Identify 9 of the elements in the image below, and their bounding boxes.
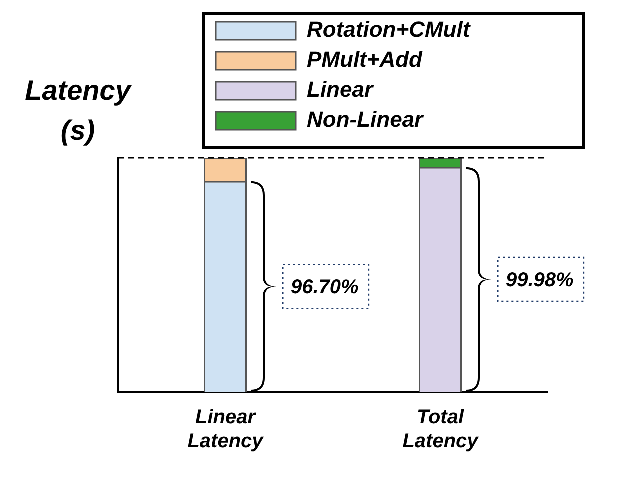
y-axis-title: Latency (s) (25, 75, 132, 146)
legend-label: PMult+Add (307, 47, 424, 72)
x-tick-label: Linear Latency (188, 406, 264, 453)
annotation: 96.70% (291, 276, 360, 299)
legend-label: Rotation+CMult (307, 17, 472, 42)
x-tick-label: Total Latency (402, 406, 480, 453)
annotation: 99.98% (506, 270, 574, 292)
legend-label: Non-Linear (307, 107, 425, 132)
legend-label: Linear (307, 77, 374, 102)
